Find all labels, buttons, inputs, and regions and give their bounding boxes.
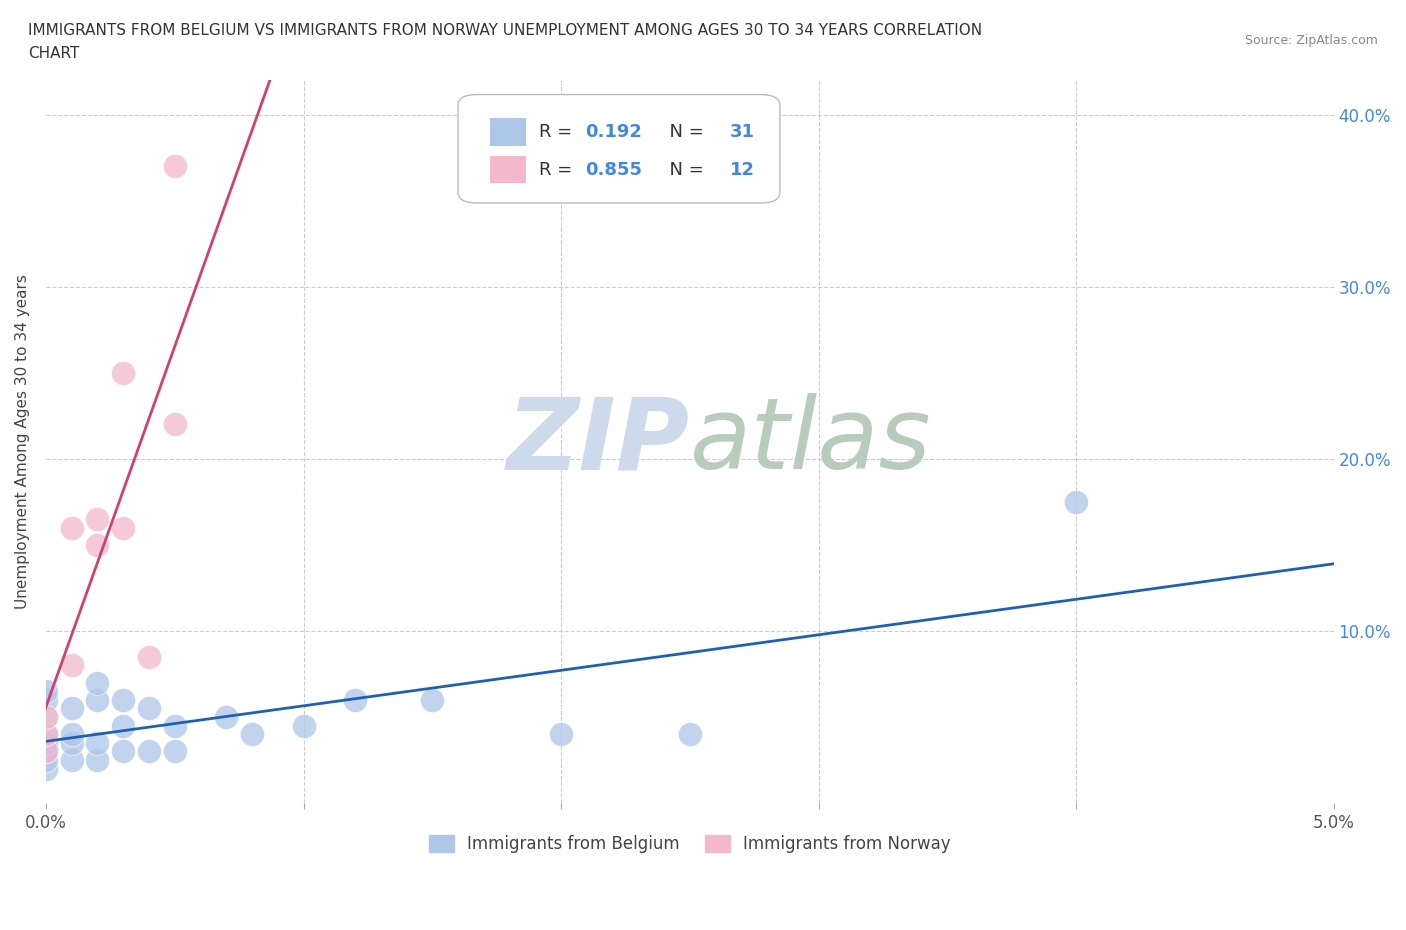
Point (86, 675, 108, 690)
Point (60, 736, 83, 751)
Point (86, 538, 108, 552)
Point (35, 684, 58, 698)
Text: ZIP: ZIP (506, 393, 690, 490)
Point (35, 692, 58, 707)
FancyBboxPatch shape (491, 118, 526, 146)
Point (60, 520, 83, 535)
Text: R =: R = (538, 161, 578, 179)
Point (112, 718, 135, 733)
Point (112, 365, 135, 380)
Point (35, 762, 58, 777)
Point (60, 726, 83, 741)
Text: CHART: CHART (28, 46, 80, 61)
Point (35, 744, 58, 759)
Text: IMMIGRANTS FROM BELGIUM VS IMMIGRANTS FROM NORWAY UNEMPLOYMENT AMONG AGES 30 TO : IMMIGRANTS FROM BELGIUM VS IMMIGRANTS FR… (28, 23, 983, 38)
Point (35, 744, 58, 759)
Point (163, 718, 186, 733)
Point (112, 692, 135, 707)
Point (163, 417, 186, 432)
Legend: Immigrants from Belgium, Immigrants from Norway: Immigrants from Belgium, Immigrants from… (422, 829, 957, 860)
Point (86, 692, 108, 707)
Point (1064, 495, 1087, 510)
Point (112, 520, 135, 535)
Point (86, 512, 108, 526)
Point (35, 710, 58, 724)
Text: Source: ZipAtlas.com: Source: ZipAtlas.com (1244, 34, 1378, 47)
Point (163, 744, 186, 759)
FancyBboxPatch shape (458, 95, 780, 203)
Point (138, 701, 160, 716)
Text: 0.855: 0.855 (585, 161, 643, 179)
Text: N =: N = (658, 161, 709, 179)
Text: 0.192: 0.192 (585, 123, 643, 141)
Point (86, 736, 108, 751)
Text: R =: R = (538, 123, 578, 141)
Point (292, 718, 315, 733)
Point (163, 159, 186, 174)
Point (420, 692, 443, 707)
Point (138, 649, 160, 664)
Point (35, 710, 58, 724)
Point (60, 701, 83, 716)
Point (86, 752, 108, 767)
Point (60, 658, 83, 672)
Y-axis label: Unemployment Among Ages 30 to 34 years: Unemployment Among Ages 30 to 34 years (15, 274, 30, 609)
Text: N =: N = (658, 123, 709, 141)
Point (35, 726, 58, 741)
Text: 31: 31 (730, 123, 755, 141)
Point (112, 744, 135, 759)
Point (35, 736, 58, 751)
Point (35, 752, 58, 767)
Point (679, 726, 702, 741)
Point (215, 710, 238, 724)
Text: atlas: atlas (690, 393, 931, 490)
Point (550, 726, 572, 741)
Text: 12: 12 (730, 161, 755, 179)
Point (60, 752, 83, 767)
FancyBboxPatch shape (491, 156, 526, 183)
Point (343, 692, 366, 707)
Point (138, 744, 160, 759)
Point (240, 726, 263, 741)
Point (35, 726, 58, 741)
